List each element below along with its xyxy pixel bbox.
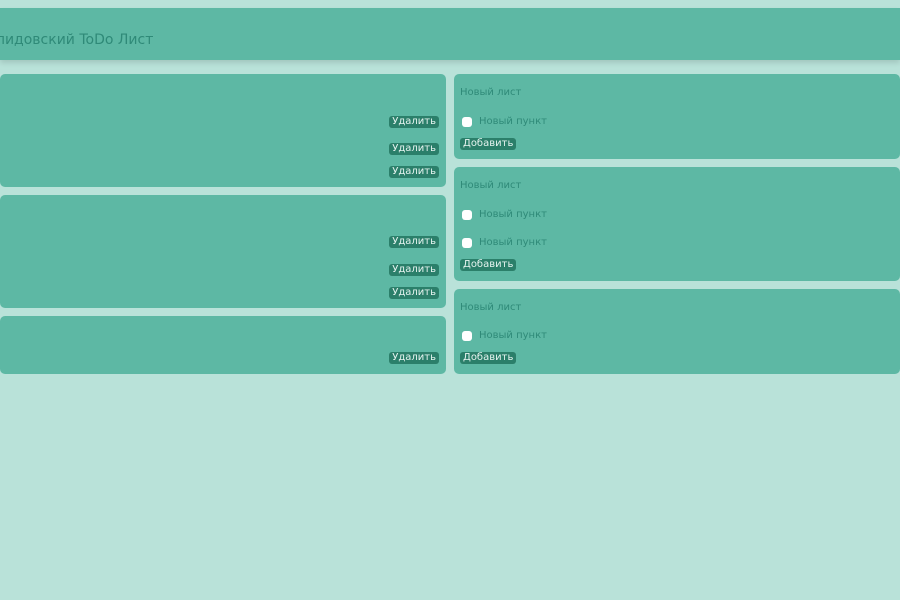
delete-button[interactable]: Удалить bbox=[389, 236, 439, 248]
delete-button[interactable]: Удалить bbox=[389, 166, 439, 178]
list-item: Новый пункт bbox=[462, 209, 547, 220]
delete-button[interactable]: Удалить bbox=[389, 264, 439, 276]
list-title[interactable]: Новый лист bbox=[460, 87, 522, 98]
todo-list-card: Новый лист Новый пункт Новый пункт Добав… bbox=[454, 167, 900, 281]
item-label[interactable]: Новый пункт bbox=[479, 330, 547, 341]
add-button[interactable]: Добавить bbox=[460, 138, 517, 150]
list-item: Новый пункт bbox=[462, 116, 547, 127]
item-label[interactable]: Новый пункт bbox=[479, 116, 547, 127]
item-label[interactable]: Новый пункт bbox=[479, 237, 547, 248]
delete-button[interactable]: Удалить bbox=[389, 287, 439, 299]
delete-button[interactable]: Удалить bbox=[389, 143, 439, 155]
left-card: Удалить Удалить Удалить bbox=[0, 195, 446, 308]
checkbox[interactable] bbox=[462, 209, 472, 220]
list-title[interactable]: Новый лист bbox=[460, 180, 522, 191]
add-button[interactable]: Добавить bbox=[460, 259, 517, 271]
list-item: Новый пункт bbox=[462, 330, 547, 341]
header: лидовский ToDo Лист bbox=[0, 8, 900, 60]
checkbox[interactable] bbox=[462, 116, 472, 127]
checkbox[interactable] bbox=[462, 330, 472, 341]
left-card: Удалить Удалить Удалить bbox=[0, 74, 446, 187]
delete-button[interactable]: Удалить bbox=[389, 352, 439, 364]
list-title[interactable]: Новый лист bbox=[460, 302, 522, 313]
item-label[interactable]: Новый пункт bbox=[479, 209, 547, 220]
left-card: Удалить bbox=[0, 316, 446, 374]
add-button[interactable]: Добавить bbox=[460, 352, 517, 364]
app-title: лидовский ToDo Лист bbox=[0, 32, 154, 48]
list-item: Новый пункт bbox=[462, 237, 547, 248]
todo-list-card: Новый лист Новый пункт Добавить bbox=[454, 74, 900, 159]
delete-button[interactable]: Удалить bbox=[389, 116, 439, 128]
todo-list-card: Новый лист Новый пункт Добавить bbox=[454, 289, 900, 374]
checkbox[interactable] bbox=[462, 237, 472, 248]
